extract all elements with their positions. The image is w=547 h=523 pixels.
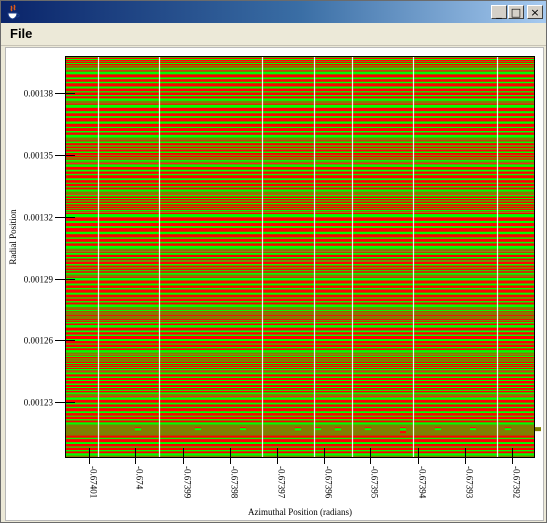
y-tick-label: 0.00126 xyxy=(24,336,54,346)
heatmap-band xyxy=(65,70,535,104)
x-tick-label: -0.67394 xyxy=(417,466,427,499)
plot-canvas: 0.00138 0.00135 0.00132 0.00129 0.00126 0.001… xyxy=(5,47,544,521)
heatmap-band xyxy=(65,371,535,397)
y-tick-label: 0.00129 xyxy=(24,275,54,285)
heatmap-band xyxy=(65,212,535,252)
x-tick-label: -0.67398 xyxy=(229,466,239,499)
y-axis-title: Radial Position xyxy=(8,209,18,265)
y-tick-label: 0.00123 xyxy=(24,398,54,408)
x-tick-label: -0.67392 xyxy=(511,466,521,498)
java-app-icon xyxy=(7,4,20,20)
menu-bar: File xyxy=(1,23,546,46)
heatmap-band xyxy=(65,140,535,164)
x-axis-title: Azimuthal Position (radians) xyxy=(248,507,352,517)
heatmap-band xyxy=(65,276,535,310)
menu-file[interactable]: File xyxy=(10,26,33,41)
heatmap-band xyxy=(65,354,535,372)
heatmap-band xyxy=(65,194,535,213)
heatmap-plot: 0.00138 0.00135 0.00132 0.00129 0.00126 0.001… xyxy=(8,56,543,517)
x-tick-label: -0.67399 xyxy=(182,466,192,499)
x-tick-label: -0.67395 xyxy=(369,466,379,499)
x-tick-label: -0.67396 xyxy=(323,466,333,499)
minimize-button[interactable]: _ xyxy=(491,5,507,19)
heatmap-band xyxy=(65,309,535,324)
heatmap-band xyxy=(65,56,535,71)
y-tick-label: 0.00132 xyxy=(24,213,53,223)
y-tick-label: 0.00138 xyxy=(24,89,54,99)
plot-frame xyxy=(65,56,535,458)
close-button[interactable]: × xyxy=(527,5,543,19)
title-bar[interactable]: _ □ × xyxy=(1,1,546,23)
heatmap-band xyxy=(65,163,535,195)
x-tick-label: -0.67397 xyxy=(276,466,286,499)
y-tick-label: 0.00135 xyxy=(24,151,54,161)
heatmap-band xyxy=(65,103,535,141)
x-tick-label: -0.674 xyxy=(134,466,144,490)
x-tick-label: -0.67401 xyxy=(88,466,98,498)
heatmap-band xyxy=(65,251,535,277)
x-tick-label: -0.67393 xyxy=(464,466,474,499)
heatmap-band xyxy=(65,396,535,428)
heatmap-band xyxy=(65,324,535,355)
olive-edge xyxy=(65,427,543,436)
maximize-button[interactable]: □ xyxy=(508,5,524,19)
